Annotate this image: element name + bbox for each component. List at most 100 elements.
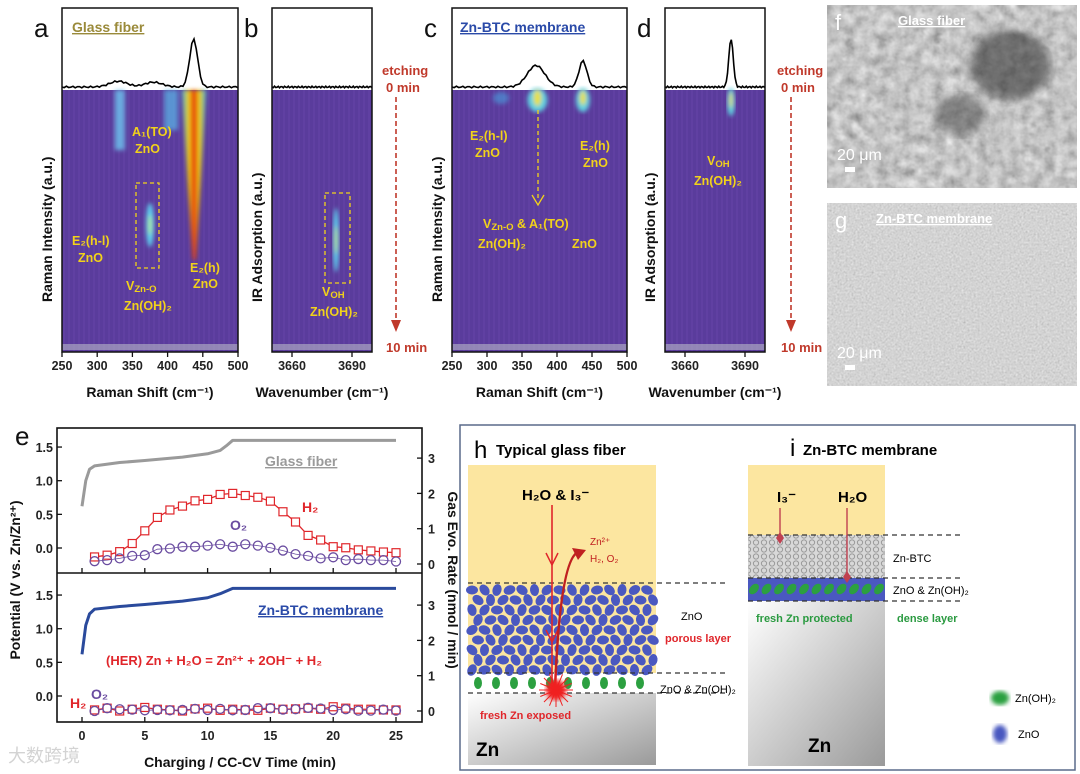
o2-point — [114, 553, 125, 564]
etching-arrow-head — [391, 320, 401, 332]
chart-frame — [56, 427, 423, 723]
x-tick-label: 0 — [79, 729, 86, 743]
zno-particle — [517, 604, 527, 616]
panel-h: h Typical glass fiber H₂O & I₃⁻ Zn²⁺ H₂, O₂ Z… — [466, 437, 736, 765]
etching-end-label: 10 min — [386, 340, 427, 355]
electrolyte-region — [468, 465, 656, 583]
fresh-zn-label: fresh Zn protected — [756, 613, 853, 625]
o2-point — [139, 550, 150, 561]
h2-point — [316, 535, 326, 545]
o2-point — [328, 704, 339, 716]
zoh-particle — [510, 677, 518, 689]
etching-arrow-head — [786, 320, 796, 332]
panel-letter: h — [474, 437, 487, 464]
zno-particle — [598, 654, 608, 666]
zno-particle — [472, 594, 484, 606]
o2-point — [152, 544, 163, 555]
zno-particle — [647, 635, 659, 645]
y-axis-label: Potential (V vs. Zn/Zn²⁺) — [7, 500, 23, 659]
zno-particle — [622, 594, 634, 606]
scale-bar-label: 20 μm — [837, 345, 882, 362]
zno-particle — [497, 594, 509, 606]
y-right-tick-label: 1 — [428, 523, 435, 537]
y-tick-label: 1.0 — [36, 475, 53, 489]
label-voh-main: V — [322, 285, 331, 299]
zno-particle — [585, 634, 596, 646]
watermark: 大数跨境 — [8, 746, 80, 766]
zno-particle — [561, 654, 570, 666]
o2-point — [378, 554, 389, 566]
panel-letter: g — [835, 208, 847, 233]
zno-particle — [473, 614, 483, 626]
o2-point — [127, 550, 138, 562]
x-tick-label: 3690 — [338, 359, 366, 373]
zno-particle — [628, 645, 641, 655]
zoh-particle — [636, 677, 644, 689]
zno-particle — [509, 635, 522, 645]
burst-ray — [549, 674, 557, 691]
o2-point — [390, 556, 402, 567]
zno-particle — [492, 584, 502, 596]
zno-particle — [529, 584, 540, 596]
zoh-particle — [774, 583, 784, 595]
zno-particle — [541, 645, 553, 655]
zno-particle — [503, 585, 516, 595]
panel-letter: b — [244, 13, 258, 43]
zno-particle — [484, 615, 497, 625]
zoh-particle — [849, 583, 859, 595]
zno-particle — [534, 655, 547, 665]
o2-point — [353, 705, 364, 716]
burst-ray — [555, 689, 563, 706]
streak-e2hl — [493, 92, 509, 104]
zno-particle — [491, 645, 503, 655]
zno-particle — [529, 644, 540, 656]
h2-label: H₂ — [70, 695, 86, 711]
baseline-band — [62, 344, 238, 350]
x-tick-label: 500 — [617, 359, 638, 373]
zno-particle — [522, 634, 534, 646]
zno-particle — [529, 624, 540, 636]
h2-point — [127, 538, 137, 549]
o2-point — [252, 540, 263, 551]
zno-particle — [647, 614, 659, 626]
zno-particle — [560, 614, 571, 626]
product-label: H₂, O₂ — [590, 554, 618, 565]
o2-point — [189, 541, 201, 552]
zno-particle — [541, 605, 553, 615]
x-tick-label: 250 — [442, 359, 463, 373]
o2-point — [177, 704, 188, 716]
o2-point — [390, 705, 402, 716]
arrow-head — [531, 194, 545, 207]
zno-particle — [579, 584, 590, 596]
h2-point — [253, 492, 263, 502]
legend-label: Zn(OH)₂ — [1015, 693, 1056, 705]
x-tick-label: 500 — [228, 359, 249, 373]
potential-line — [80, 438, 396, 507]
zno-particle — [573, 594, 583, 606]
x-tick-label: 3690 — [731, 359, 759, 373]
o2-point — [215, 703, 226, 715]
highlight-box — [135, 182, 160, 269]
zno-particle — [616, 605, 628, 615]
o2-point — [290, 704, 301, 715]
zno-particle — [617, 624, 627, 636]
zno-particle — [491, 605, 503, 615]
zno-particle — [523, 654, 533, 666]
panel-title: Zn-BTC membrane — [803, 442, 937, 459]
label-e2h: E₂(h) — [190, 261, 220, 275]
panel-b: 3660 3690 Wavenumber (cm⁻¹) IR Adsorption (… — [244, 7, 428, 400]
h2-point — [115, 547, 125, 557]
h2-point — [240, 490, 250, 501]
zno-particle — [628, 585, 641, 595]
plot-frame — [664, 7, 766, 353]
zno-particle — [567, 584, 577, 596]
o2-point — [202, 704, 213, 716]
panel-a: 250 300 350 400 450 500 Raman Shift (cm⁻¹) Rama… — [34, 7, 249, 400]
zno-particle — [486, 594, 495, 606]
o2-point — [277, 704, 289, 715]
y-right-tick-label: 2 — [428, 634, 435, 648]
y-right-axis-label: Gas Evo. Rate (nmol / min) — [445, 491, 461, 668]
zno-particle — [523, 594, 533, 606]
label-vzno: VZn-O & A₁(TO) — [483, 217, 569, 233]
zno-particle — [528, 605, 541, 615]
